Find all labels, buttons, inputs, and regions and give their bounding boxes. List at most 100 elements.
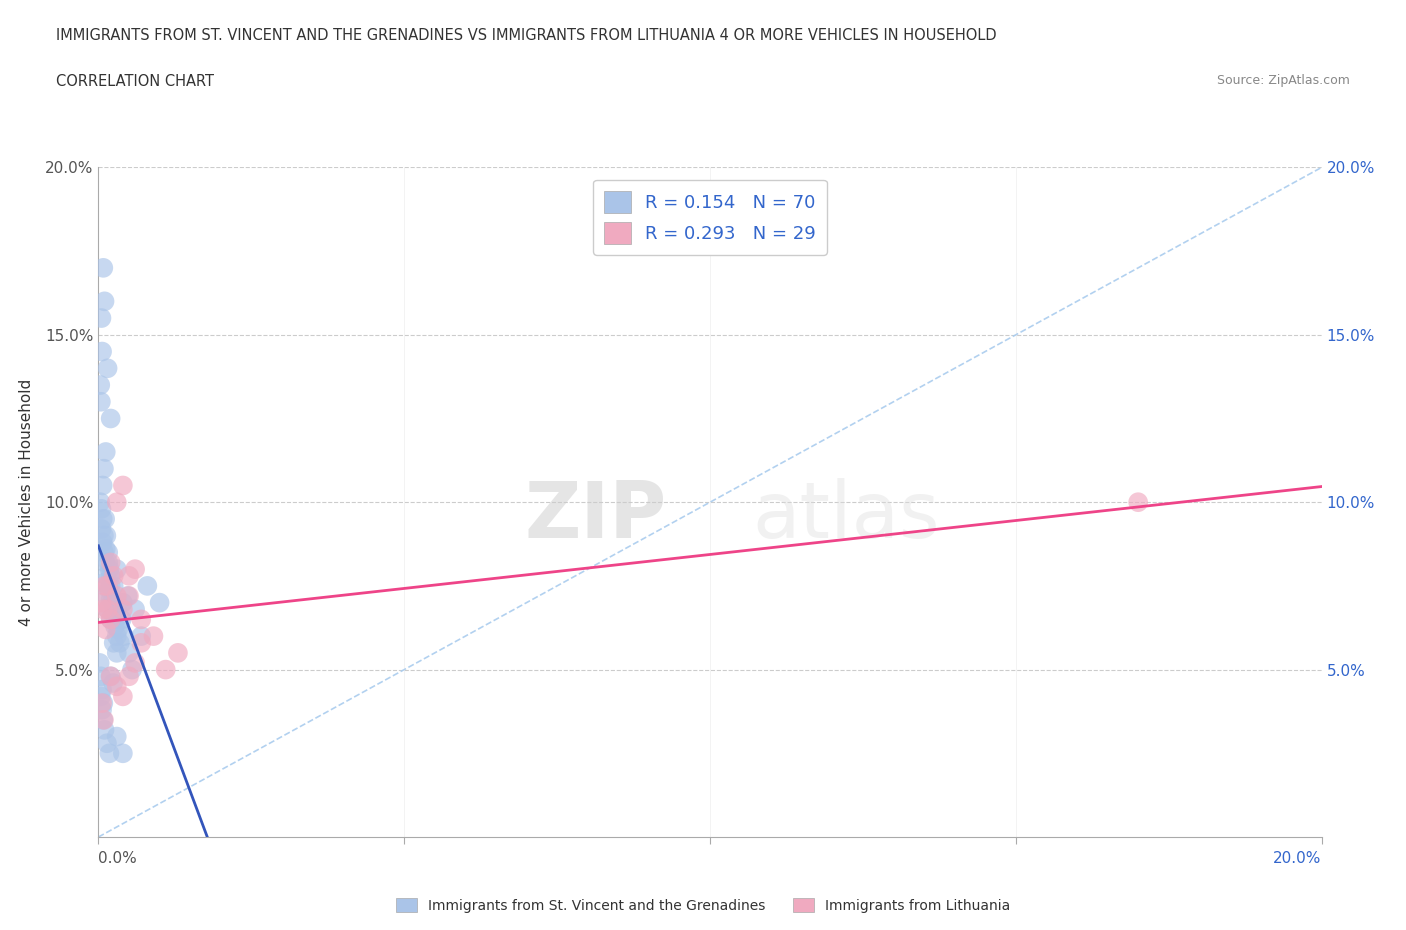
Point xyxy=(103,578,125,593)
Point xyxy=(124,602,146,617)
Point xyxy=(149,595,172,610)
Point xyxy=(97,582,120,597)
Point xyxy=(90,311,112,325)
Point xyxy=(105,589,128,604)
Point xyxy=(93,294,115,309)
Point xyxy=(105,629,128,644)
Text: IMMIGRANTS FROM ST. VINCENT AND THE GRENADINES VS IMMIGRANTS FROM LITHUANIA 4 OR: IMMIGRANTS FROM ST. VINCENT AND THE GREN… xyxy=(56,28,997,43)
Legend: Immigrants from St. Vincent and the Grenadines, Immigrants from Lithuania: Immigrants from St. Vincent and the Gren… xyxy=(391,893,1015,919)
Point xyxy=(91,602,114,617)
Point xyxy=(103,568,125,583)
Point xyxy=(94,622,117,637)
Point xyxy=(90,689,112,704)
Point xyxy=(105,729,128,744)
Text: 20.0%: 20.0% xyxy=(1274,851,1322,866)
Point xyxy=(167,645,190,660)
Point xyxy=(90,394,112,409)
Point xyxy=(93,528,115,543)
Point xyxy=(91,535,114,550)
Point xyxy=(104,612,127,627)
Point xyxy=(111,689,134,704)
Point xyxy=(118,589,141,604)
Point xyxy=(97,602,120,617)
Point xyxy=(97,545,120,560)
Point xyxy=(111,595,134,610)
Point xyxy=(93,578,115,593)
Point xyxy=(100,612,122,627)
Text: ZIP: ZIP xyxy=(524,478,668,553)
Point xyxy=(91,696,114,711)
Point xyxy=(129,635,152,650)
Point xyxy=(89,656,111,671)
Point xyxy=(124,656,146,671)
Point xyxy=(112,629,135,644)
Point xyxy=(105,645,128,660)
Point xyxy=(98,746,121,761)
Point xyxy=(93,712,115,727)
Text: CORRELATION CHART: CORRELATION CHART xyxy=(56,74,214,89)
Point xyxy=(101,675,124,690)
Point xyxy=(103,635,125,650)
Point xyxy=(96,736,118,751)
Point xyxy=(107,622,129,637)
Legend: R = 0.154   N = 70, R = 0.293   N = 29: R = 0.154 N = 70, R = 0.293 N = 29 xyxy=(593,179,827,255)
Point xyxy=(100,411,122,426)
Point xyxy=(105,679,128,694)
Point xyxy=(93,723,115,737)
Point xyxy=(100,669,122,684)
Point xyxy=(90,522,112,537)
Point xyxy=(118,568,141,583)
Point xyxy=(97,578,120,593)
Y-axis label: 4 or more Vehicles in Household: 4 or more Vehicles in Household xyxy=(20,379,34,626)
Point xyxy=(91,712,114,727)
Point xyxy=(91,344,114,359)
Point xyxy=(101,595,124,610)
Point xyxy=(91,696,114,711)
Point xyxy=(124,562,146,577)
Point xyxy=(100,578,122,593)
Text: Source: ZipAtlas.com: Source: ZipAtlas.com xyxy=(1216,74,1350,87)
Point xyxy=(111,602,134,617)
Point xyxy=(104,618,127,633)
Point xyxy=(93,545,115,560)
Point xyxy=(100,568,122,583)
Point xyxy=(1128,495,1150,510)
Point xyxy=(118,645,141,660)
Point xyxy=(93,575,115,590)
Point xyxy=(105,495,128,510)
Point xyxy=(111,746,134,761)
Point xyxy=(97,555,120,570)
Point xyxy=(91,478,114,493)
Point xyxy=(94,541,117,556)
Point xyxy=(105,562,128,577)
Point xyxy=(90,595,112,610)
Point xyxy=(90,669,112,684)
Point xyxy=(91,260,114,275)
Point xyxy=(100,669,122,684)
Point xyxy=(89,378,111,392)
Point xyxy=(155,662,177,677)
Point xyxy=(91,702,114,717)
Text: 0.0%: 0.0% xyxy=(98,851,138,866)
Point xyxy=(89,495,111,510)
Point xyxy=(100,591,122,606)
Text: atlas: atlas xyxy=(752,478,941,553)
Point xyxy=(121,662,143,677)
Point xyxy=(96,528,118,543)
Point xyxy=(94,589,117,604)
Point xyxy=(101,605,124,620)
Point xyxy=(129,629,152,644)
Point xyxy=(94,445,117,459)
Point xyxy=(142,629,165,644)
Point xyxy=(105,602,128,617)
Point xyxy=(97,602,120,617)
Point xyxy=(93,461,115,476)
Point xyxy=(129,612,152,627)
Point xyxy=(94,555,117,570)
Point xyxy=(118,669,141,684)
Point xyxy=(91,683,114,698)
Point xyxy=(111,612,134,627)
Point xyxy=(100,612,122,627)
Point xyxy=(96,568,118,583)
Point xyxy=(91,512,114,526)
